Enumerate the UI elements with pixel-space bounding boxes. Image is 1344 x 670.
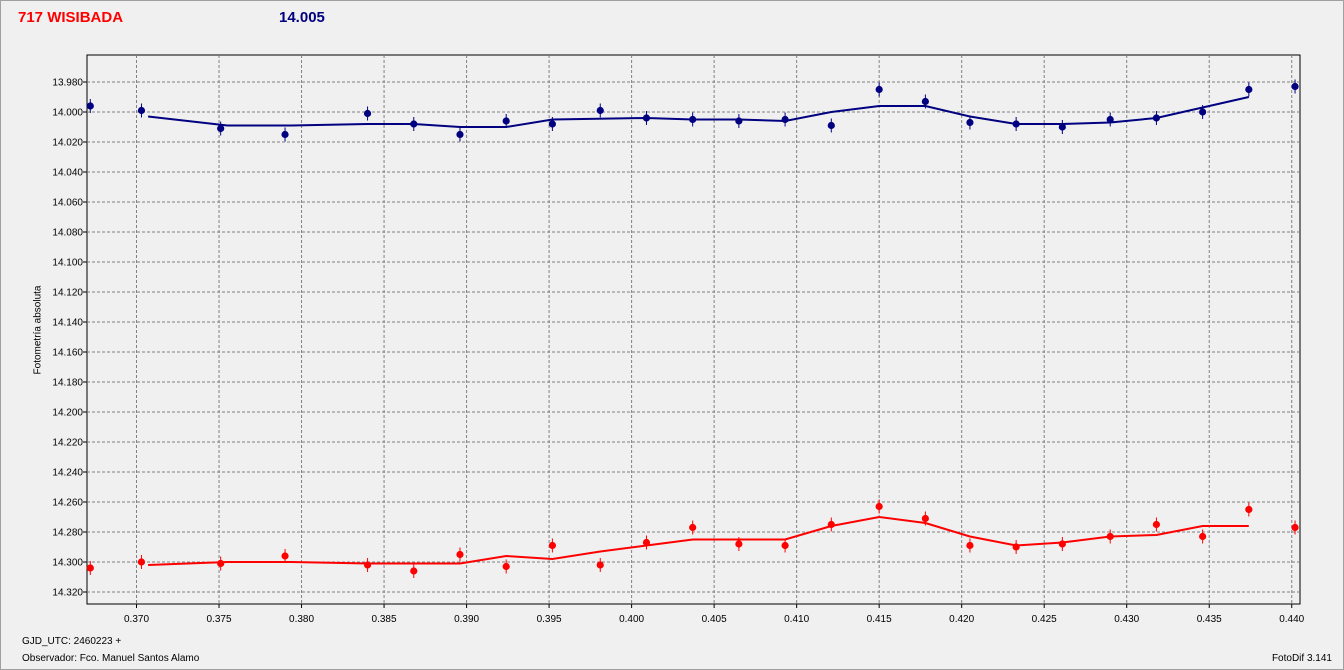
fit-line [147,96,1250,128]
y-tick-label: 14.040 [52,168,83,179]
x-tick-label: 0.385 [372,614,397,625]
data-point [1152,520,1161,529]
x-tick-label: 0.425 [1032,614,1057,625]
data-point [363,561,372,569]
data-point [137,106,146,115]
data-point [86,102,94,110]
data-point [1291,523,1299,532]
y-tick-label: 14.280 [52,528,83,539]
y-tick-label: 14.240 [52,468,83,479]
data-point [781,541,789,550]
x-tick-label: 0.435 [1197,614,1222,625]
data-point [642,114,651,122]
object-name: 717 WISIBADA [18,9,124,26]
x-tick-label: 0.400 [619,614,644,625]
comparison-magnitude: 14.005 [279,9,325,26]
x-tick-label: 0.370 [124,614,149,625]
x-tick-label: 0.405 [702,614,727,625]
y-tick-label: 14.320 [52,588,83,599]
plot-area [86,54,1301,605]
x-tick-labels: 0.370 0.375 0.380 0.385 0.390 0.395 0.400 0.405… [124,614,1305,625]
gjd-label: GJD_UTC: 2460223 + [22,636,122,647]
observer-label: Observador: Fco. Manuel Santos Alamo [22,653,200,664]
data-point [410,120,418,128]
data-point [1152,114,1161,122]
y-tick-labels: 13.980 14.000 14.020 14.040 14.060 14.080 14.1… [52,78,83,599]
data-point [502,117,510,125]
data-point [1199,108,1207,116]
data-point [642,538,651,547]
x-tick-label: 0.390 [454,614,479,625]
x-tick-label: 0.410 [784,614,809,625]
data-point [363,109,372,118]
data-point [217,124,225,133]
y-tick-label: 14.120 [52,288,83,299]
data-point [735,117,743,125]
grid-lines [83,55,1300,608]
x-tick-label: 0.440 [1279,614,1304,625]
data-point [689,523,697,532]
x-tick-label: 0.375 [207,614,232,625]
data-point [1291,82,1299,91]
y-tick-label: 14.220 [52,438,83,449]
y-tick-label: 14.080 [52,228,83,239]
data-point [1058,540,1066,548]
y-tick-label: 14.300 [52,558,83,569]
series-1 [86,499,1299,578]
data-point [1106,532,1114,541]
x-tick-label: 0.395 [537,614,562,625]
data-point [456,550,464,559]
data-point [966,118,974,127]
data-point [548,120,556,128]
data-series [86,79,1299,578]
data-point [1012,120,1020,128]
y-tick-label: 14.020 [52,138,83,149]
series-0 [86,79,1299,142]
data-point [875,502,883,511]
data-point [86,564,94,572]
y-tick-label: 14.100 [52,258,83,269]
data-point [596,106,604,115]
data-point [827,121,835,130]
y-tick-label: 14.260 [52,498,83,509]
data-point [1199,532,1207,541]
x-tick-label: 0.380 [289,614,314,625]
y-tick-label: 14.000 [52,108,83,119]
data-point [217,559,225,568]
data-point [281,552,289,560]
data-point [1245,85,1253,94]
data-point [1245,505,1253,514]
data-point [921,514,929,523]
data-point [827,520,835,529]
data-point [875,85,883,94]
data-point [1058,123,1066,131]
data-point [689,115,697,124]
data-point [966,541,974,550]
y-tick-label: 14.060 [52,198,83,209]
x-tick-label: 0.415 [867,614,892,625]
y-tick-label: 14.160 [52,348,83,359]
data-point [502,562,510,571]
data-point [281,130,289,139]
y-tick-label: 14.180 [52,378,83,389]
y-tick-label: 14.200 [52,408,83,419]
data-point [1012,543,1020,551]
data-point [921,97,929,106]
data-point [735,540,743,548]
data-point [137,558,146,566]
data-point [456,130,464,139]
data-point [781,115,789,124]
y-tick-label: 14.140 [52,318,83,329]
x-tick-label: 0.420 [949,614,974,625]
x-tick-label: 0.430 [1114,614,1139,625]
software-label: FotoDif 3.141 [1271,653,1332,664]
data-point [1106,115,1114,124]
data-point [548,541,556,550]
y-tick-label: 13.980 [52,78,83,89]
data-point [410,567,418,575]
data-point [596,561,604,569]
